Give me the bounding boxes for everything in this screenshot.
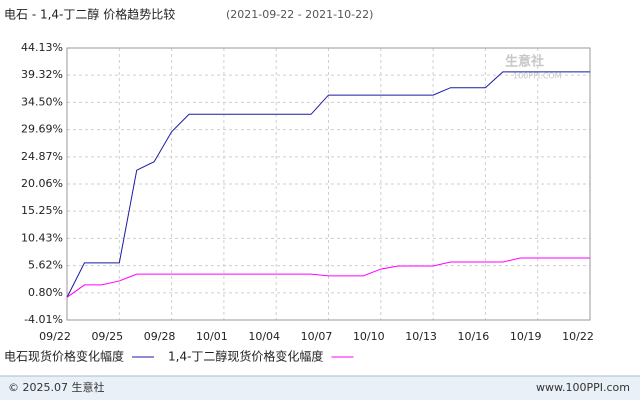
legend-label: 电石现货价格变化幅度	[4, 349, 124, 364]
x-tick-label: 10/19	[510, 330, 542, 343]
watermark-site: 100PPI.COM	[513, 72, 562, 81]
x-tick-label: 10/10	[353, 330, 385, 343]
footer-url: www.100PPI.com	[536, 381, 630, 394]
chart-subtitle: (2021-09-22 - 2021-10-22)	[226, 8, 373, 21]
y-tick-label: -4.01%	[24, 313, 63, 326]
y-tick-label: 20.06%	[21, 177, 63, 190]
y-tick-label: 39.32%	[21, 68, 63, 81]
legend-label: 1,4-丁二醇现货价格变化幅度	[168, 349, 323, 364]
watermark-name: 生意社	[505, 54, 544, 70]
y-tick-label: 15.25%	[21, 204, 63, 217]
x-tick-label: 10/04	[248, 330, 280, 343]
x-tick-label: 09/25	[91, 330, 123, 343]
series-line	[66, 71, 590, 298]
y-tick-label: 29.69%	[21, 123, 63, 136]
y-tick-label: 0.80%	[28, 286, 63, 299]
x-tick-label: 10/22	[562, 330, 594, 343]
y-tick-label: 10.43%	[21, 231, 63, 244]
x-tick-label: 10/01	[196, 330, 228, 343]
x-tick-label: 10/16	[458, 330, 490, 343]
y-tick-label: 5.62%	[28, 259, 63, 272]
y-tick-label: 34.50%	[21, 95, 63, 108]
chart-title: 电石 - 1,4-丁二醇 价格趋势比较	[4, 7, 175, 22]
y-tick-label: 24.87%	[21, 150, 63, 163]
x-tick-label: 10/07	[301, 330, 333, 343]
x-tick-label: 09/28	[144, 330, 176, 343]
footer-copyright: © 2025.07 生意社	[8, 380, 104, 394]
y-tick-label: 44.13%	[21, 41, 63, 54]
plot-frame	[66, 47, 591, 321]
series-line	[66, 257, 590, 298]
x-tick-label: 09/22	[39, 330, 71, 343]
x-tick-label: 10/13	[405, 330, 437, 343]
footer-bar	[0, 376, 640, 400]
